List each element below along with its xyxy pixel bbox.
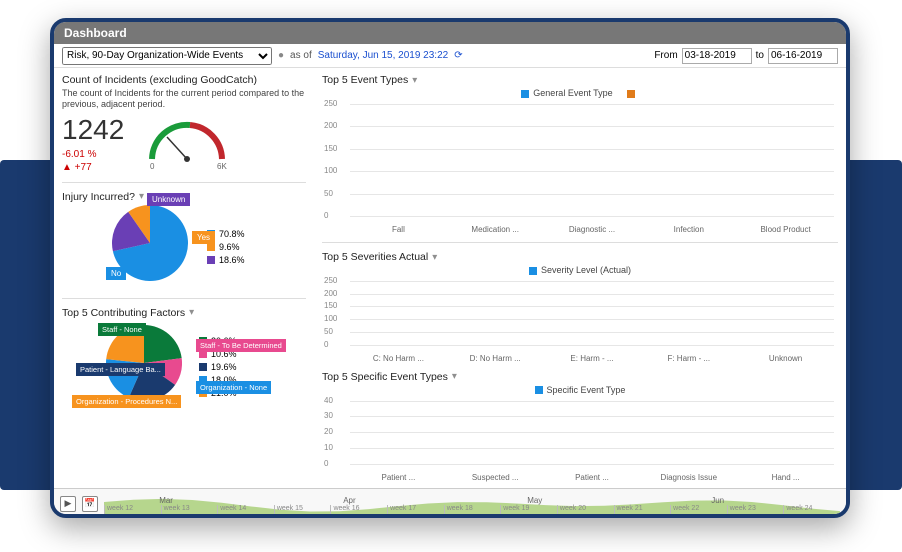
asof-prefix: as of (290, 50, 312, 61)
dashboard-frame: Dashboard Risk, 90-Day Organization-Wide… (50, 18, 850, 518)
title-bar: Dashboard (54, 22, 846, 44)
filter-bar: Risk, 90-Day Organization-Wide Events ● … (54, 44, 846, 68)
from-label: From (654, 50, 677, 61)
from-date-input[interactable] (682, 48, 752, 64)
filter-icon[interactable]: ▾ (189, 307, 194, 318)
injury-pie: NoUnknownYes (112, 205, 197, 290)
filter-icon[interactable]: ▾ (452, 371, 457, 382)
filter-icon[interactable]: ▾ (412, 75, 417, 86)
severities-chart: 050100150200250C: No Harm ...D: No Harm … (322, 277, 838, 363)
svg-text:6K: 6K (217, 162, 227, 171)
to-label: to (756, 50, 764, 61)
specific-chart: 010203040Patient ...Suspected ...Patient… (322, 397, 838, 483)
kpi-gauge: 0 6K (142, 119, 232, 169)
refresh-icon[interactable]: ⟳ (454, 50, 462, 61)
dashboard-title: Dashboard (64, 26, 127, 40)
timeline: ▶ 📅 week 12week 13week 14week 15week 16w… (54, 488, 846, 518)
specific-title: Top 5 Specific Event Types (322, 371, 448, 383)
contrib-pie: Staff - NoneStaff - To Be DeterminedPati… (106, 325, 191, 410)
kpi-delta: ▲ +77 (62, 162, 92, 173)
play-button[interactable]: ▶ (60, 496, 76, 512)
kpi-pct: -6.01 % (62, 149, 96, 160)
contrib-title: Top 5 Contributing Factors (62, 307, 185, 319)
bullet: ● (278, 50, 284, 61)
asof-timestamp: Saturday, Jun 15, 2019 23:22 (318, 50, 448, 61)
kpi-panel: Count of Incidents (excluding GoodCatch)… (62, 74, 306, 174)
timeline-track[interactable]: week 12week 13week 14week 15week 16week … (104, 493, 840, 515)
kpi-title: Count of Incidents (excluding GoodCatch) (62, 74, 257, 86)
filter-icon[interactable]: ▾ (139, 191, 144, 202)
to-date-input[interactable] (768, 48, 838, 64)
injury-panel: Injury Incurred?▾ NoUnknownYes 70.8%9.6%… (62, 191, 306, 290)
kpi-desc: The count of Incidents for the current p… (62, 88, 306, 110)
severities-panel: Top 5 Severities Actual▾ Severity Level … (322, 251, 838, 363)
filter-icon[interactable]: ▾ (432, 252, 437, 263)
calendar-button[interactable]: 📅 (82, 496, 98, 512)
severities-title: Top 5 Severities Actual (322, 251, 428, 263)
specific-panel: Top 5 Specific Event Types▾ Specific Eve… (322, 371, 838, 483)
view-select[interactable]: Risk, 90-Day Organization-Wide Events (62, 47, 272, 65)
injury-title: Injury Incurred? (62, 191, 135, 203)
contrib-panel: Top 5 Contributing Factors ▾ Staff - None… (62, 307, 306, 482)
svg-text:0: 0 (150, 162, 155, 171)
top-events-panel: Top 5 Event Types▾ General Event Type 05… (322, 74, 838, 234)
kpi-value: 1242 (62, 114, 124, 146)
top-events-chart: 050100150200250FallMedication ...Diagnos… (322, 100, 838, 234)
top-events-title: Top 5 Event Types (322, 74, 408, 86)
